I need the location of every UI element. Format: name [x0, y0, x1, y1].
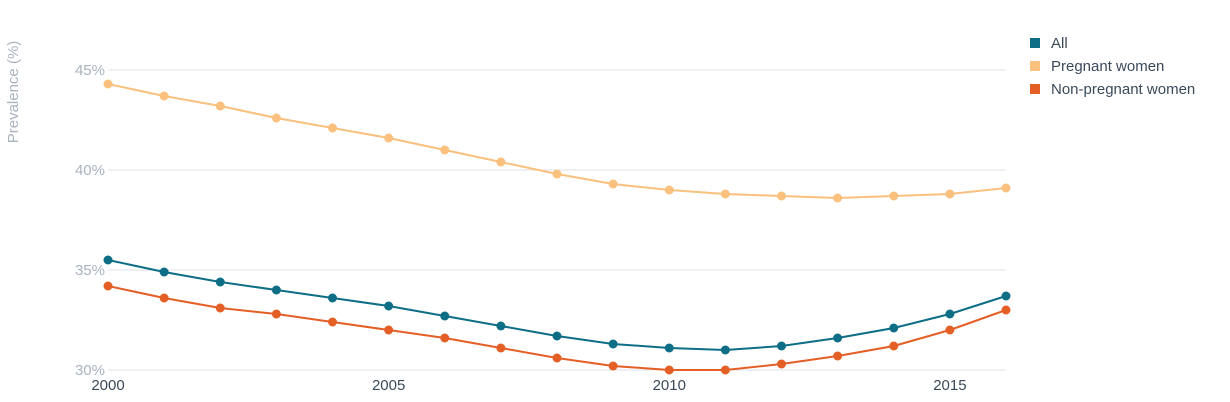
data-point[interactable]	[440, 333, 450, 343]
y-axis-ticks: 30% 35% 40% 45%	[75, 62, 105, 379]
grid-lines	[108, 69, 1006, 371]
data-point[interactable]	[159, 91, 169, 101]
data-point[interactable]	[328, 123, 337, 133]
data-point[interactable]	[271, 285, 281, 295]
legend-swatch	[1030, 84, 1040, 94]
y-tick-label: 45%	[75, 62, 105, 79]
data-point[interactable]	[384, 133, 394, 143]
x-tick-label: 2015	[933, 377, 966, 394]
series-lines	[103, 79, 1011, 375]
data-point[interactable]	[271, 309, 281, 319]
y-tick-label: 40%	[75, 162, 105, 179]
data-point[interactable]	[552, 353, 562, 363]
legend-swatch	[1030, 38, 1040, 48]
legend: All Pregnant women Non-pregnant women	[1030, 35, 1195, 98]
data-point[interactable]	[440, 311, 450, 321]
data-point[interactable]	[103, 281, 113, 291]
data-point[interactable]	[833, 333, 843, 343]
data-point[interactable]	[215, 303, 225, 313]
data-point[interactable]	[215, 101, 225, 111]
data-point[interactable]	[496, 157, 506, 167]
data-point[interactable]	[720, 189, 730, 199]
data-point[interactable]	[889, 341, 899, 351]
data-point[interactable]	[440, 145, 450, 155]
data-point[interactable]	[777, 359, 786, 369]
data-point[interactable]	[945, 309, 955, 319]
data-point[interactable]	[889, 323, 899, 333]
data-point[interactable]	[384, 301, 394, 311]
data-point[interactable]	[664, 365, 674, 375]
data-point[interactable]	[552, 169, 562, 179]
series-1	[103, 79, 1011, 203]
data-point[interactable]	[328, 293, 337, 303]
data-point[interactable]	[833, 351, 843, 361]
data-point[interactable]	[833, 193, 843, 203]
data-point[interactable]	[1001, 305, 1011, 315]
data-point[interactable]	[777, 191, 786, 201]
series-line	[107, 83, 1007, 199]
data-point[interactable]	[159, 293, 169, 303]
legend-swatch	[1030, 61, 1040, 71]
data-point[interactable]	[215, 277, 225, 287]
data-point[interactable]	[608, 361, 618, 371]
x-axis-ticks: 2000 2005 2010 2015	[91, 377, 966, 394]
data-point[interactable]	[1001, 183, 1011, 193]
data-point[interactable]	[664, 185, 674, 195]
x-tick-label: 2000	[91, 377, 124, 394]
data-point[interactable]	[608, 179, 618, 189]
data-point[interactable]	[945, 325, 955, 335]
data-point[interactable]	[1001, 291, 1011, 301]
legend-label[interactable]: Pregnant women	[1051, 58, 1164, 75]
data-point[interactable]	[384, 325, 394, 335]
data-point[interactable]	[777, 341, 786, 351]
data-point[interactable]	[159, 267, 169, 277]
data-point[interactable]	[720, 345, 730, 355]
legend-label[interactable]: Non-pregnant women	[1051, 81, 1195, 98]
data-point[interactable]	[103, 255, 113, 265]
data-point[interactable]	[889, 191, 899, 201]
data-point[interactable]	[720, 365, 730, 375]
data-point[interactable]	[496, 343, 506, 353]
data-point[interactable]	[271, 113, 281, 123]
data-point[interactable]	[328, 317, 337, 327]
y-tick-label: 35%	[75, 262, 105, 279]
legend-label[interactable]: All	[1051, 35, 1068, 52]
data-point[interactable]	[608, 339, 618, 349]
series-2	[103, 281, 1011, 375]
data-point[interactable]	[552, 331, 562, 341]
data-point[interactable]	[103, 79, 113, 89]
data-point[interactable]	[496, 321, 506, 331]
y-tick-label: 30%	[75, 362, 105, 379]
series-0	[103, 255, 1011, 355]
data-point[interactable]	[664, 343, 674, 353]
x-tick-label: 2010	[653, 377, 686, 394]
x-tick-label: 2005	[372, 377, 405, 394]
y-axis-label: Prevalence (%)	[5, 41, 22, 144]
data-point[interactable]	[945, 189, 955, 199]
